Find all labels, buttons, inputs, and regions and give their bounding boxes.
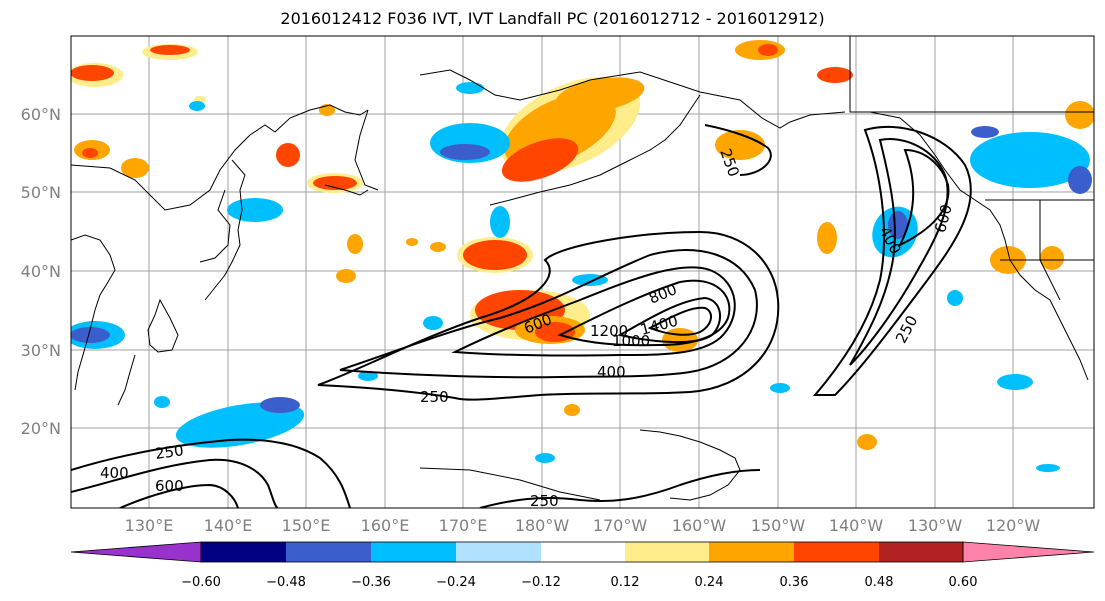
contour-400-east [849,138,949,366]
colorbar-tick-label: −0.36 [351,575,391,590]
colorbar-segment [201,542,286,562]
colorbar-segment [541,542,625,562]
contour-250-north [704,124,772,176]
contour-label-250-d: 250 [530,492,559,510]
colorbar-tick-labels: −0.60 −0.48 −0.36 −0.24 −0.12 0.12 0.24 0.36 0.4… [181,575,977,590]
longitude-label: 170°E [439,516,488,535]
colorbar-tick-label: 0.36 [780,575,809,590]
contour-label-250-a: 250 [420,388,449,406]
longitude-labels: 130°E 140°E 150°E 160°E 170°E 180°W 170°W 160°W… [125,516,1041,535]
latitude-label: 60°N [21,105,61,124]
latitude-label: 20°N [21,419,61,438]
colorbar-tick-label: 0.24 [695,575,724,590]
colorbar-segment [286,542,371,562]
contour-400-sw [71,458,279,508]
contour-label-1000-a: 1000 [612,332,650,350]
contour-400-main [339,249,758,379]
longitude-label: 130°W [908,516,963,535]
colorbar-extend-high [962,541,1095,563]
longitude-label: 120°W [986,516,1041,535]
colorbar-segment [371,542,456,562]
colorbar-tick-label: 0.48 [865,575,894,590]
contour-600-main [451,266,736,357]
contour-250-main [317,230,780,401]
colorbar-tick-label: −0.48 [266,575,306,590]
colorbar-segment [625,542,709,562]
contour-250-sw [71,438,351,508]
longitude-label: 180°W [515,516,570,535]
longitude-label: 160°E [361,516,410,535]
colorbar-tick-label: −0.12 [521,575,561,590]
contour-1000-main [617,296,721,344]
colorbar-segment [879,542,963,562]
latitude-labels: 60°N 50°N 40°N 30°N 20°N [21,105,61,438]
colorbar-tick-label: −0.60 [181,575,221,590]
positive-anomaly-fills [71,40,1094,450]
ivt-contours [71,124,972,508]
contour-label-250-c: 250 [154,441,185,463]
longitude-label: 170°W [593,516,648,535]
chart-title: 2016012412 F036 IVT, IVT Landfall PC (20… [280,9,825,28]
longitude-label: 140°W [829,516,884,535]
contour-600-sw [119,483,239,508]
longitude-label: 140°E [204,516,253,535]
map-gridlines [71,36,1094,508]
contour-label-600-c: 600 [155,477,184,495]
coastlines [71,36,1094,501]
colorbar-tick-label: 0.12 [611,575,640,590]
contour-label-400-c: 400 [100,464,129,482]
colorbar-outline [200,541,964,563]
latitude-label: 40°N [21,262,61,281]
longitude-label: 160°W [672,516,727,535]
contour-1200-main [647,306,712,336]
longitude-label: 150°W [751,516,806,535]
colorbar-tick-label: 0.60 [949,575,978,590]
longitude-label: 150°E [282,516,331,535]
colorbar-tick-label: −0.24 [436,575,476,590]
contour-label-250-b: 250 [892,312,921,346]
contour-250-east [812,125,972,396]
colorbar-segment [456,542,541,562]
longitude-label: 130°E [125,516,174,535]
contour-600-east [897,148,950,248]
latitude-label: 30°N [21,341,61,360]
ivt-shading [71,40,1094,472]
colorbar-extend-low [70,541,202,563]
map-frame [70,35,1095,509]
contour-label-1200-a: 1200 [590,322,628,340]
contour-label-400-a: 400 [597,363,626,381]
latitude-label: 50°N [21,183,61,202]
colorbar [70,541,1095,563]
colorbar-segment [709,542,794,562]
colorbar-segment [794,542,879,562]
contour-250-south [479,469,761,508]
contour-800-main [557,279,731,347]
